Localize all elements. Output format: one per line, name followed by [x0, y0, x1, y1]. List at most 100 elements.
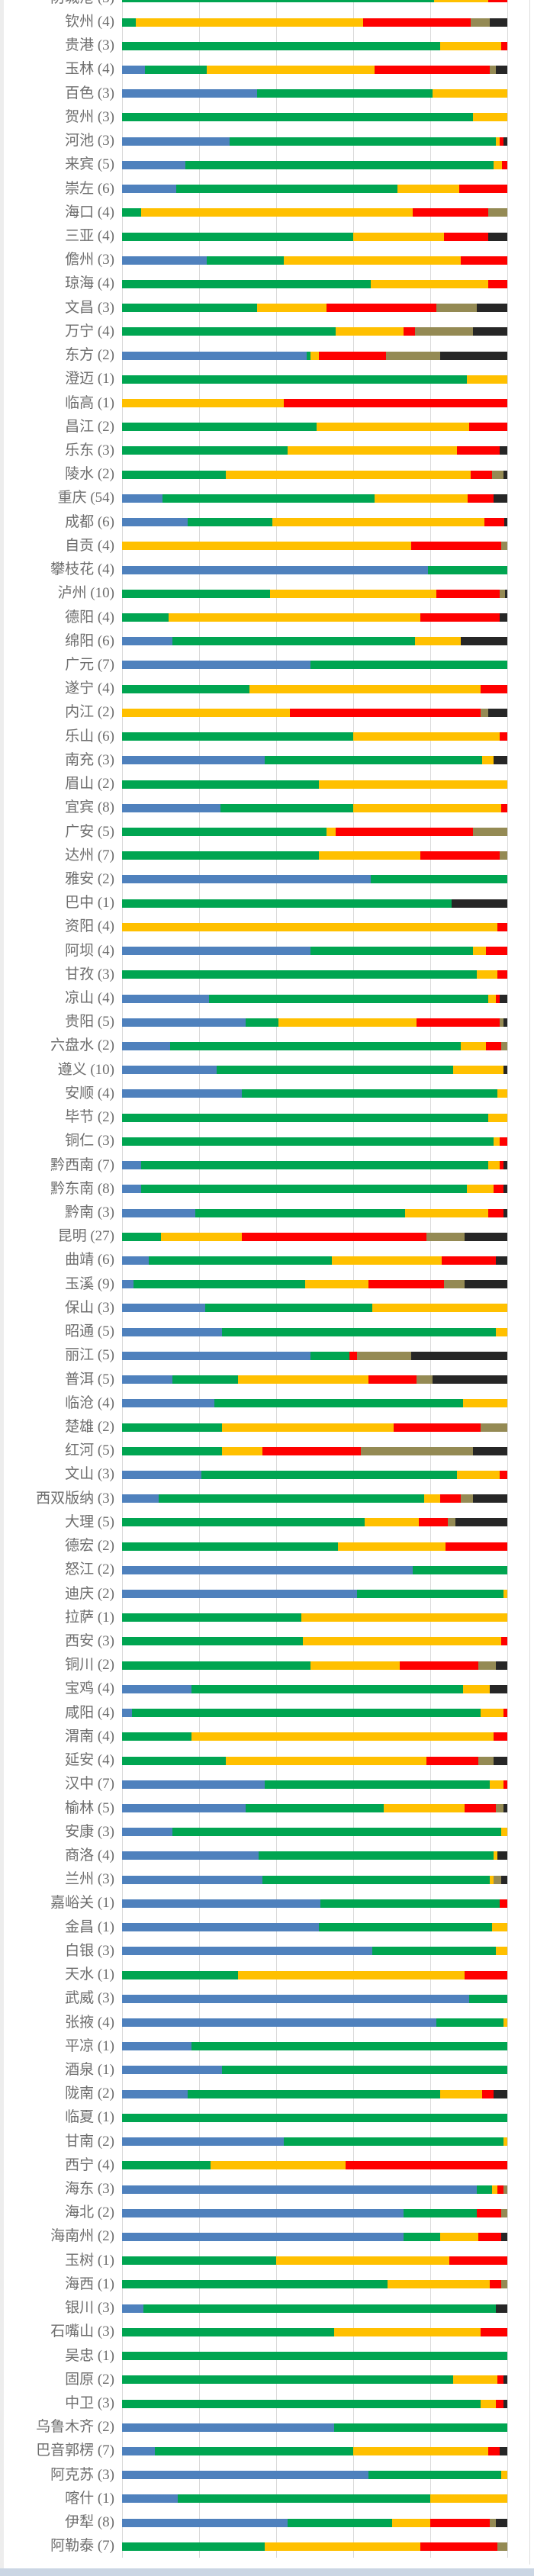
bar-segment-green: [122, 1732, 191, 1741]
bar-segment-olive: [501, 542, 507, 551]
bar-segment-olive: [473, 828, 507, 836]
stacked-bar-防城港: [122, 0, 507, 3]
row-label-儋州: 儋州 (3): [65, 252, 114, 269]
row-label-绵阳: 绵阳 (6): [65, 632, 114, 649]
bar-segment-green: [368, 2471, 501, 2480]
bar-segment-black: [503, 2399, 507, 2408]
bar-segment-green: [284, 2137, 503, 2147]
bar-segment-green: [122, 1970, 238, 1979]
bar-segment-olive: [492, 470, 503, 479]
stacked-bar-楚雄: [122, 1423, 507, 1432]
bar-segment-green: [122, 2542, 265, 2551]
row-label-雅安: 雅安 (2): [65, 870, 114, 887]
bar-segment-green: [141, 1161, 488, 1170]
stacked-bar-阿勒泰: [122, 2542, 507, 2551]
bar-segment-green: [122, 2327, 334, 2336]
bar-segment-green: [404, 2208, 477, 2217]
bar-segment-blue: [122, 494, 162, 503]
row-label-黔西南: 黔西南 (7): [50, 1156, 114, 1173]
bar-segment-green: [122, 1637, 303, 1646]
bar-segment-yellow: [430, 2494, 507, 2504]
stacked-bar-西安: [122, 1637, 507, 1646]
bar-segment-yellow: [305, 1280, 368, 1289]
bar-segment-blue: [122, 1327, 222, 1336]
bar-segment-black: [501, 1875, 507, 1884]
row-label-琼海: 琼海 (4): [65, 275, 114, 292]
stacked-bar-遵义: [122, 1066, 507, 1075]
row-label-酒泉: 酒泉 (1): [65, 2061, 114, 2078]
bar-segment-blue: [122, 803, 220, 812]
row-label-宜宾: 宜宾 (8): [65, 799, 114, 816]
stacked-bar-铜川: [122, 1661, 507, 1670]
bar-segment-olive: [444, 1280, 465, 1289]
bar-segment-black: [504, 518, 507, 527]
row-label-固原: 固原 (2): [65, 2371, 114, 2388]
row-label-凉山: 凉山 (4): [65, 990, 114, 1007]
bar-segment-yellow: [392, 2518, 430, 2527]
bar-segment-red: [400, 1661, 478, 1670]
row-label-东方: 东方 (2): [65, 347, 114, 364]
bar-segment-black: [505, 589, 507, 598]
row-label-临夏: 临夏 (1): [65, 2109, 114, 2126]
bar-segment-red: [503, 1780, 507, 1789]
stacked-bar-泸州: [122, 589, 507, 598]
row-label-三亚: 三亚 (4): [65, 228, 114, 244]
bar-segment-black: [503, 2375, 507, 2385]
stacked-bar-平凉: [122, 2042, 507, 2051]
bar-segment-green: [428, 565, 507, 574]
bar-segment-blue: [122, 1590, 357, 1599]
bar-segment-red: [469, 423, 507, 432]
bar-segment-olive: [494, 1875, 501, 1884]
stacked-bar-海西: [122, 2280, 507, 2289]
bar-segment-green: [122, 899, 452, 908]
row-label-兰州: 兰州 (3): [65, 1871, 114, 1888]
row-label-普洱: 普洱 (5): [65, 1371, 114, 1388]
row-label-曲靖: 曲靖 (6): [65, 1252, 114, 1269]
stacked-bar-重庆: [122, 494, 507, 503]
bar-segment-blue: [122, 185, 176, 194]
row-label-文山: 文山 (3): [65, 1466, 114, 1483]
stacked-bar-保山: [122, 1304, 507, 1313]
bar-segment-yellow: [207, 65, 375, 74]
bar-segment-yellow: [490, 1875, 494, 1884]
bar-segment-green: [207, 256, 284, 265]
bar-segment-yellow: [434, 0, 488, 3]
bar-segment-blue: [122, 2494, 178, 2504]
bar-segment-yellow: [481, 2399, 496, 2408]
bar-segment-red: [290, 708, 481, 717]
bar-segment-green: [195, 1208, 405, 1217]
bar-segment-red: [482, 2089, 494, 2098]
row-label-海东: 海东 (3): [65, 2181, 114, 2198]
bar-segment-red: [319, 351, 386, 360]
stacked-bar-黔东南: [122, 1185, 507, 1194]
row-label-吴忠: 吴忠 (1): [65, 2347, 114, 2364]
row-label-来宾: 来宾 (5): [65, 156, 114, 173]
bar-segment-black: [503, 1018, 507, 1027]
bar-segment-red: [242, 1232, 426, 1241]
bar-segment-red: [442, 1256, 496, 1265]
bar-segment-red: [327, 304, 436, 313]
bar-segment-yellow: [415, 637, 461, 646]
bar-segment-blue: [122, 947, 310, 956]
row-label-海口: 海口 (4): [65, 204, 114, 220]
bar-segment-green: [155, 2446, 353, 2455]
bar-segment-blue: [122, 2446, 155, 2455]
bar-segment-green: [477, 2185, 492, 2194]
stacked-bar-巴音郭楞: [122, 2446, 507, 2455]
bar-segment-yellow: [440, 2089, 482, 2098]
bar-segment-red: [417, 1018, 500, 1027]
row-label-钦州: 钦州 (4): [65, 14, 114, 31]
bar-segment-green: [220, 803, 353, 812]
bar-segment-red: [471, 470, 492, 479]
stacked-bar-巴中: [122, 899, 507, 908]
bar-segment-green: [122, 2280, 388, 2289]
bar-segment-red: [500, 137, 503, 146]
bar-segment-red: [496, 994, 500, 1003]
stacked-bar-达州: [122, 851, 507, 860]
bar-segment-green: [122, 828, 327, 836]
stacked-bar-广元: [122, 661, 507, 670]
row-label-银川: 银川 (3): [65, 2300, 114, 2317]
stacked-bar-嘉峪关: [122, 1899, 507, 1908]
row-label-陵水: 陵水 (2): [65, 466, 114, 483]
bar-segment-blue: [122, 2518, 288, 2527]
